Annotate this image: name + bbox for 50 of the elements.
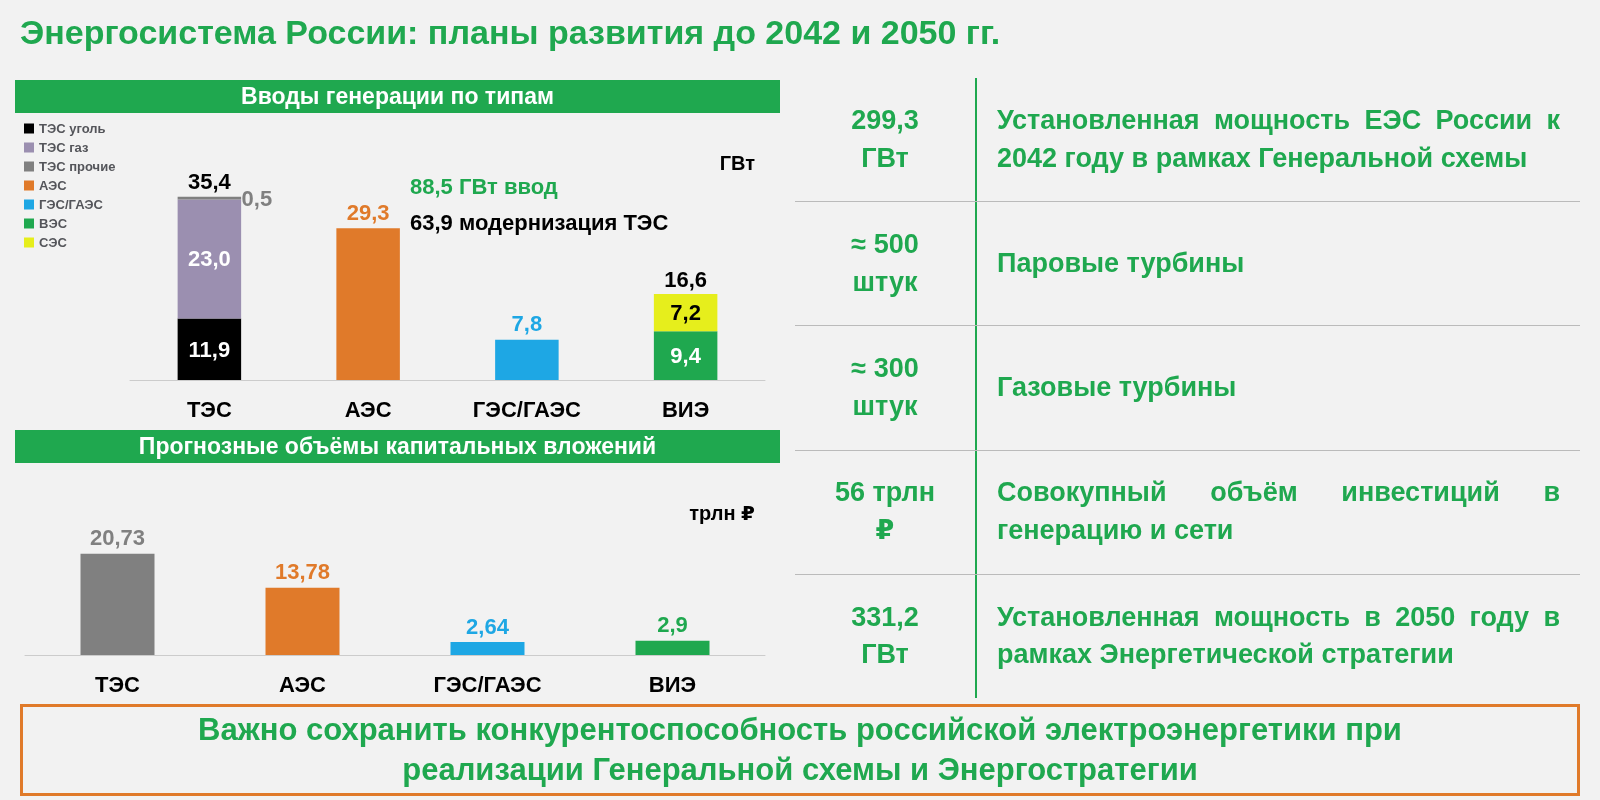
text: Совокупный объём инвестиций в генерацию и сети [996, 476, 1561, 548]
bar [635, 640, 710, 655]
text: Установленная мощность ЕЭС России к 2042 году в рамках Генеральной схемы [996, 103, 1561, 175]
chart-title: Вводы генерации по типам [15, 80, 780, 113]
legend-label: ТЭС газ [39, 140, 89, 155]
text: ≈ 300 штук [850, 352, 920, 423]
data-label: 20,73 [89, 525, 146, 551]
data-label: 2,9 [657, 612, 688, 638]
total-label: 35,4 [187, 169, 232, 195]
data-label: 0,5 [241, 185, 273, 211]
legend-label: ТЭС уголь [39, 121, 106, 136]
legend-label: ГЭС/ГАЭС [39, 197, 104, 212]
data-label: 9,4 [670, 343, 702, 369]
legend-label: ТЭС прочие [39, 159, 116, 174]
text: 299,3 ГВт [850, 103, 920, 175]
bar [450, 642, 525, 655]
x-tick-label: ВИЭ [661, 396, 710, 422]
x-tick-label: ВИЭ [648, 671, 697, 697]
annotation: 88,5 ГВт ввод [410, 173, 558, 199]
text: 56 трлн ₽ [833, 476, 936, 548]
y-axis-title: трлн ₽ [689, 502, 756, 524]
text: Энергосистема России: планы развития до 2042 и 2050 гг. [20, 11, 1002, 53]
data-label: 2,64 [466, 613, 510, 639]
x-tick-label: ТЭС [186, 396, 232, 422]
data-label: 7,2 [670, 300, 701, 326]
legend-label: ВЭС [39, 216, 68, 231]
text: Паровые турбины [996, 246, 1246, 280]
text: Газовые турбины [996, 371, 1238, 405]
data-label: 13,78 [274, 559, 331, 585]
data-label: 29,3 [346, 199, 390, 225]
bar [80, 553, 155, 655]
legend-label: АЭС [39, 178, 68, 193]
x-tick-label: ТЭС [95, 671, 141, 697]
x-tick-label: АЭС [344, 396, 392, 422]
x-tick-label: ГЭС/ГАЭС [433, 671, 542, 697]
text: ≈ 500 штук [850, 228, 920, 299]
data-label: 7,8 [511, 311, 543, 337]
text: 331,2 ГВт [850, 600, 920, 672]
x-tick-label: АЭС [279, 671, 327, 697]
total-label: 16,6 [664, 266, 708, 292]
data-label: 23,0 [187, 246, 231, 272]
x-tick-label: ГЭС/ГАЭС [472, 396, 582, 422]
legend-label: СЭС [39, 235, 68, 250]
text: Важно сохранить конкурентоспособность российской электроэнергетики при реализации Генеральной схемы и Энергостратегии [197, 710, 1403, 789]
annotation: 63,9 модернизация ТЭС [410, 209, 669, 235]
text: Установленная мощность в 2050 году в рамках Энергетической стратегии [996, 600, 1561, 672]
bar [265, 587, 340, 655]
data-label: 11,9 [188, 336, 231, 362]
y-axis-title: ГВт [719, 152, 756, 174]
chart-title: Прогнозные объёмы капитальных вложений [15, 430, 780, 463]
